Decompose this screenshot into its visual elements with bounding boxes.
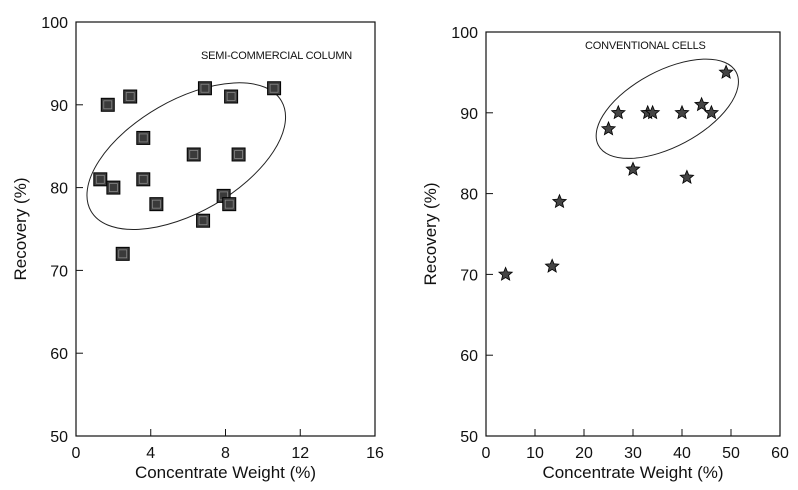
data-point-inner [198,216,208,226]
x-axis-title: Concentrate Weight (%) [135,463,316,482]
x-axis-title: Concentrate Weight (%) [542,463,723,482]
cluster-ellipse [86,82,287,230]
data-point [497,266,514,281]
data-point [267,81,282,96]
data-point [115,246,130,261]
y-tick-label: 50 [50,429,68,446]
data-point [196,213,211,228]
y-tick-label: 100 [451,25,478,42]
data-point [186,147,201,162]
data-point [610,104,626,120]
data-point [93,172,108,187]
data-point-inner [103,100,113,110]
x-tick-label: 4 [146,445,155,462]
data-point-inner [200,83,210,93]
data-point-inner [234,150,243,159]
data-point-inner [125,92,135,101]
data-point-inner [189,150,199,159]
y-tick-label: 50 [460,429,478,446]
data-point [644,104,661,120]
chart-right-conventional-cells: 0 10 20 30 40 50 60 50 60 70 80 90 100 Concentrate We… [421,25,789,482]
y-tick-label: 60 [460,348,478,365]
chart-left-semi-commercial-column: 0 4 8 12 16 50 60 70 80 90 100 Concentrate Weight (… [11,15,384,482]
data-point-inner [226,92,236,101]
data-point-inner [108,183,118,193]
data-point [149,197,164,212]
y-axis-title: Recovery (%) [11,178,30,281]
data-point [674,104,690,120]
x-tick-label: 40 [673,445,691,462]
y-tick-label: 90 [460,106,478,123]
y-tick-label: 100 [41,15,68,32]
x-tick-label: 60 [771,445,789,462]
data-point [123,89,138,104]
x-tick-label: 16 [366,445,384,462]
x-tick-label: 12 [291,445,309,462]
plot-frame [485,31,781,437]
data-point [106,180,121,195]
data-point-inner [118,249,128,259]
data-point [679,169,695,184]
y-tick-label: 70 [50,263,68,280]
data-point-inner [138,133,148,143]
y-axis-title: Recovery (%) [421,183,440,286]
y-tick-label: 90 [50,98,68,115]
x-tick-label: 8 [221,445,230,462]
data-point [544,258,560,273]
data-point [222,197,237,212]
x-tick-label: 30 [624,445,642,462]
data-point [197,81,212,96]
data-point-inner [224,199,234,209]
y-tick-label: 80 [460,187,478,204]
data-point [224,89,239,104]
data-point [718,64,734,79]
x-tick-label: 20 [575,445,593,462]
annotation-label: CONVENTIONAL CELLS [585,40,706,52]
x-tick-label: 0 [72,445,81,462]
x-tick-label: 10 [526,445,544,462]
annotation-label: SEMI-COMMERCIAL COLUMN [201,50,352,62]
data-point [693,96,710,112]
data-point [136,172,151,187]
data-point [625,161,641,176]
data-point-inner [138,174,148,184]
x-tick-label: 50 [722,445,740,462]
data-point-inner [151,199,161,209]
y-tick-label: 70 [460,267,478,284]
y-tick-label: 60 [50,346,68,363]
data-point-inner [269,83,279,93]
data-point [551,193,568,209]
data-point [703,104,720,120]
data-point [600,120,617,136]
data-point-inner [95,174,105,184]
x-tick-label: 0 [482,445,491,462]
cluster-ellipse [595,58,739,159]
data-point [231,147,246,162]
data-point [136,130,151,145]
y-tick-label: 80 [50,181,68,198]
data-point [100,97,115,112]
